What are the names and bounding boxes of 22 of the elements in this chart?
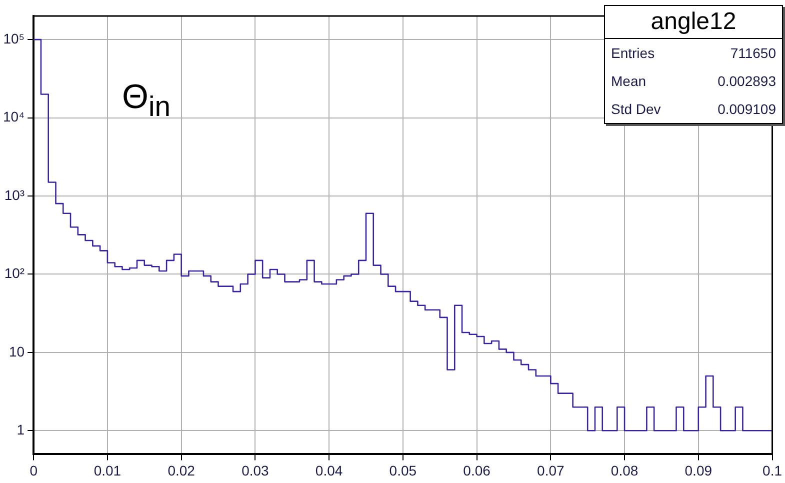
text: Entries 711650	[611, 45, 776, 61]
x-tick-label: 0.07	[537, 462, 564, 478]
x-tick-label: 0.05	[389, 462, 417, 478]
chart-title: angle12	[605, 6, 782, 39]
x-tick-label: 0.01	[94, 462, 122, 478]
y-tick-label: 10	[9, 343, 25, 360]
x-tick-label: 0.06	[463, 462, 491, 478]
y-tick-label: 10⁴	[2, 108, 25, 125]
x-tick-label: 0.09	[684, 462, 712, 478]
x-tick-label: 0	[30, 462, 38, 478]
x-tick-label: 0.1	[762, 462, 782, 478]
x-tick-label: 0.03	[242, 462, 270, 478]
text: Std Dev 0.009109	[611, 101, 776, 117]
x-tick-label: 0.08	[610, 462, 638, 478]
text: Mean 0.002893	[611, 73, 776, 89]
y-tick-label: 10³	[4, 186, 25, 203]
y-tick-label: 1	[16, 422, 25, 438]
y-tick-label: 10⁵	[3, 30, 25, 46]
x-tick-label: 0.04	[315, 462, 343, 478]
x-tick-label: 0.02	[168, 462, 196, 478]
y-tick-label: 10²	[4, 265, 25, 282]
annotation: Θ$_{in}$	[122, 78, 171, 124]
